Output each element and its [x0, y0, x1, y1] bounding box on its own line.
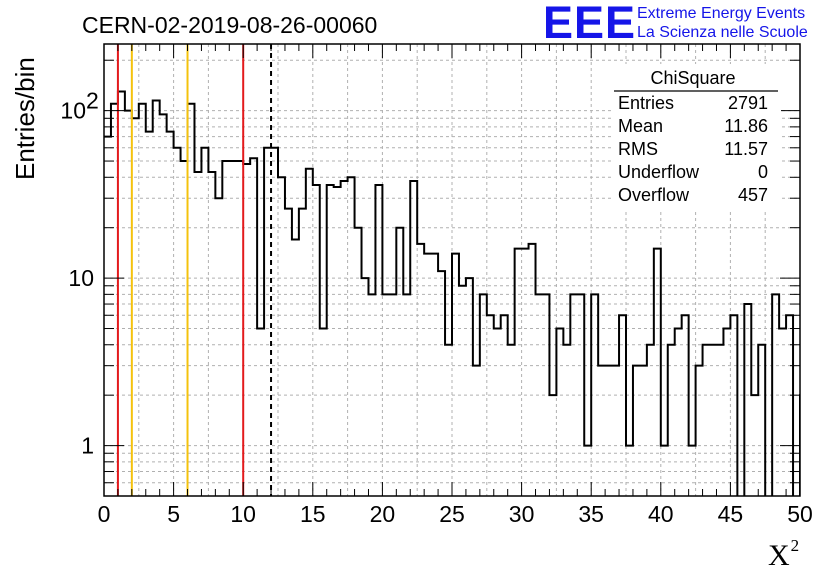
logo-text-line1: Extreme Energy Events — [637, 5, 806, 22]
x-tick-label: 50 — [787, 501, 813, 527]
stats-row-label: Mean — [618, 116, 663, 136]
stats-row-label: Underflow — [618, 162, 700, 182]
stats-row-label: Overflow — [618, 185, 690, 205]
stats-box-title: ChiSquare — [650, 68, 735, 88]
stats-row-label: RMS — [618, 139, 658, 159]
x-tick-label: 35 — [578, 501, 604, 527]
x-tick-label: 25 — [439, 501, 465, 527]
stats-row-value: 0 — [758, 162, 768, 182]
x-tick-label: 15 — [300, 501, 326, 527]
logo-text-line2: La Scienza nelle Scuole — [637, 24, 808, 41]
stats-row-value: 2791 — [728, 93, 768, 113]
stats-row-value: 11.57 — [724, 139, 768, 159]
x-tick-label: 40 — [648, 501, 674, 527]
stats-row-value: 11.86 — [724, 116, 768, 136]
stats-row-label: Entries — [618, 93, 674, 113]
x-tick-label: 30 — [509, 501, 535, 527]
y-tick-label: 10 — [68, 265, 94, 291]
eee-logo: EEE — [543, 0, 637, 48]
x-tick-label: 20 — [370, 501, 396, 527]
x-tick-label: 10 — [230, 501, 256, 527]
x-axis-label-base: X — [768, 539, 790, 572]
x-tick-label: 45 — [718, 501, 744, 527]
y-tick-label: 1 — [81, 433, 94, 459]
y-tick-label-exponent: 2 — [86, 88, 99, 114]
y-tick-label: 10 — [60, 98, 86, 124]
chart-title: CERN-02-2019-08-26-00060 — [82, 12, 378, 38]
stats-box-background — [613, 64, 781, 212]
x-tick-label: 0 — [98, 501, 111, 527]
x-axis-label-superscript: 2 — [790, 536, 800, 555]
x-axis-label: X2 — [768, 536, 799, 573]
stats-row-value: 457 — [738, 185, 768, 205]
x-tick-label: 5 — [167, 501, 180, 527]
histogram-series — [104, 90, 800, 496]
